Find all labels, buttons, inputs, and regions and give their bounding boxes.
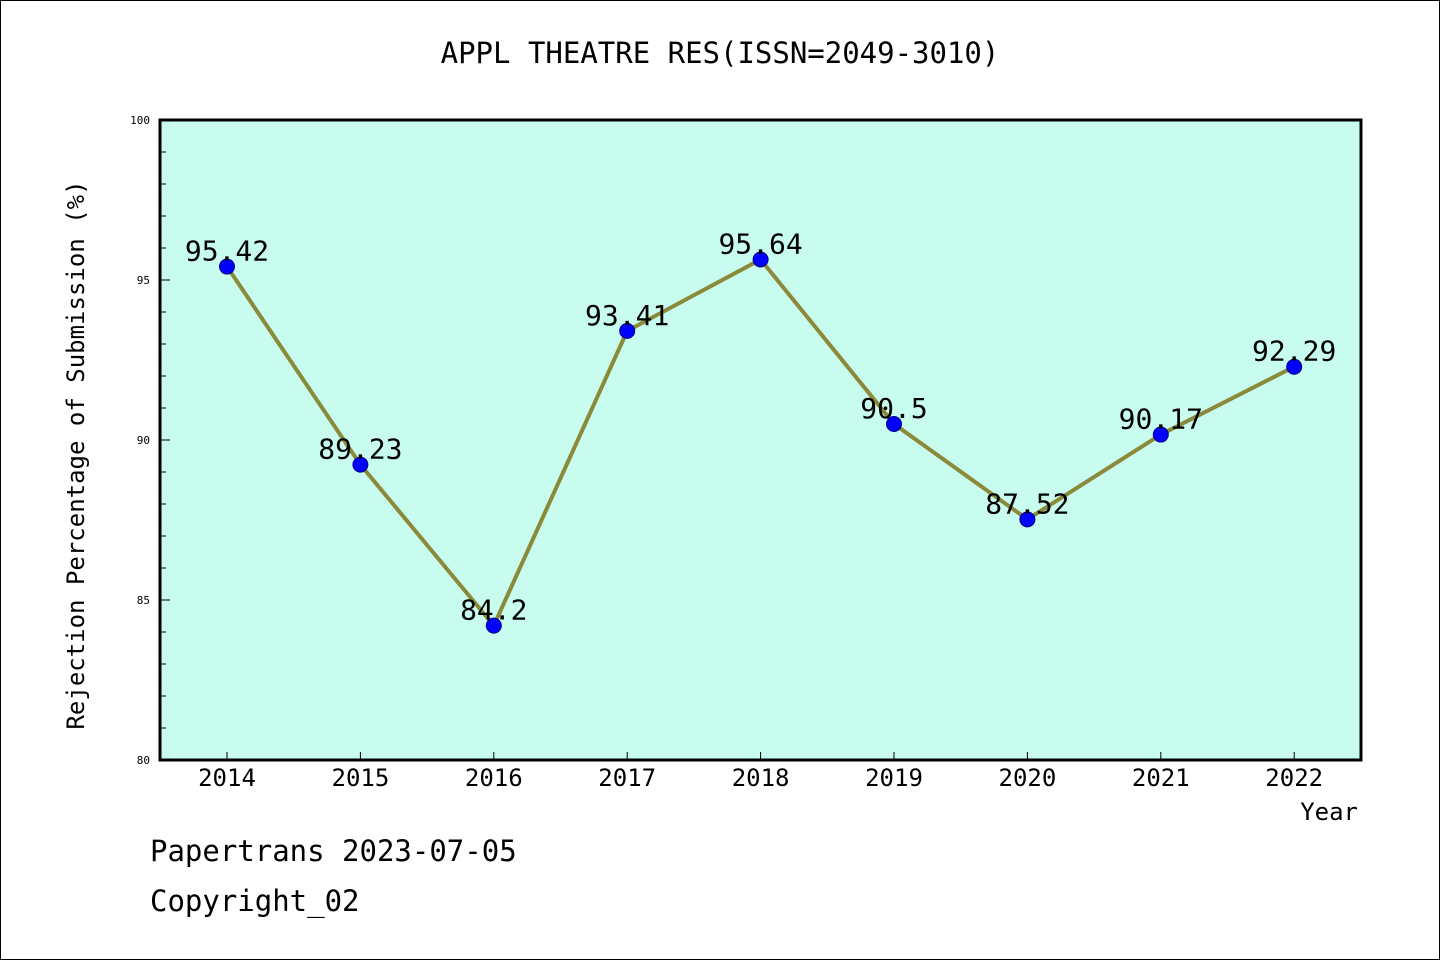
series-markers	[219, 251, 1303, 634]
x-axis-label: Year	[1300, 798, 1358, 826]
data-label: 95.42	[185, 235, 269, 268]
x-tick-label: 2014	[198, 764, 256, 792]
x-tick-label: 2018	[732, 764, 790, 792]
y-axis-label: Rejection Percentage of Submission (%)	[62, 180, 90, 729]
data-point	[219, 258, 235, 275]
data-label: 90.17	[1119, 403, 1203, 436]
y-tick-label: 85	[137, 594, 150, 607]
data-label: 95.64	[718, 228, 802, 261]
plot-border	[158, 118, 1363, 762]
data-point	[1019, 511, 1036, 528]
data-point	[886, 416, 902, 432]
data-labels: 95.42 89.23 84.2 93.41 95.64 90.5 87.52 90.17 92…	[185, 228, 1336, 627]
data-point	[619, 322, 636, 339]
chart-title: APPL THEATRE RES(ISSN=2049-3010)	[440, 36, 1000, 70]
x-tick-label: 2020	[999, 764, 1057, 792]
data-point	[485, 617, 502, 634]
data-point	[752, 251, 769, 268]
footer-date-text: Papertrans 2023-07-05	[150, 834, 517, 868]
data-label: 89.23	[318, 433, 402, 466]
data-point	[352, 456, 369, 473]
x-axis: 2014 2015 2016 2017 2018 2019 2020 2021 2022	[198, 752, 1323, 792]
data-label: 84.2	[460, 594, 527, 627]
x-tick-label: 2015	[332, 764, 390, 792]
data-point	[1286, 358, 1303, 375]
x-tick-label: 2021	[1132, 764, 1190, 792]
data-label: 90.5	[860, 392, 927, 425]
x-tick-label: 2022	[1265, 764, 1323, 792]
footer-copyright-text: Copyright_02	[150, 884, 360, 918]
x-tick-label: 2017	[598, 764, 656, 792]
data-point	[1152, 426, 1169, 443]
y-tick-label: 90	[137, 434, 150, 447]
y-tick-label: 100	[130, 114, 150, 127]
x-tick-label: 2016	[465, 764, 523, 792]
x-tick-label: 2019	[865, 764, 923, 792]
data-label: 92.29	[1252, 335, 1336, 368]
y-tick-label: 80	[137, 754, 150, 767]
data-label: 93.41	[585, 299, 669, 332]
data-label: 87.52	[985, 487, 1069, 520]
y-tick-label: 95	[137, 274, 150, 287]
